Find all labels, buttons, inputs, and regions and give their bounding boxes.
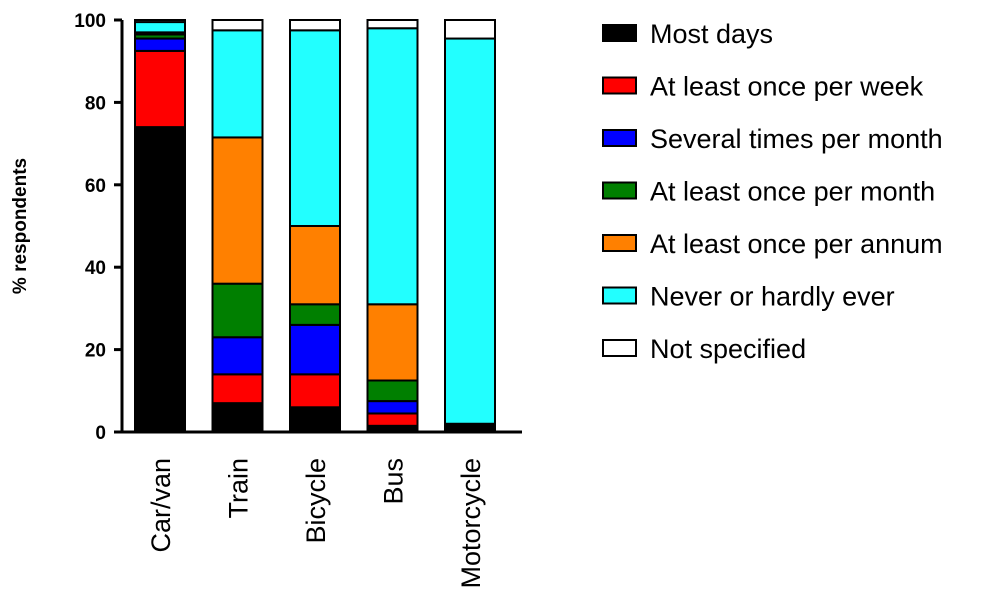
legend-swatch-never-or-hardly-ever [602,286,637,305]
bar-segment-bicycle-not-specified [289,19,341,32]
legend-label-at-least-once-per-month: At least once per month [650,177,935,207]
legend-swatch-at-least-once-per-month [602,181,637,200]
bar-segment-bicycle-several-times-per-month [289,323,341,376]
y-tick-label-0: 0 [95,423,106,444]
legend-item-not-specified: Not specified [602,334,806,364]
bar-segment-train-several-times-per-month [211,336,264,376]
legend-item-never-or-hardly-ever: Never or hardly ever [602,282,895,312]
legend-label-at-least-once-per-week: At least once per week [650,72,924,102]
bar-segment-bus-several-times-per-month [366,400,419,415]
bar-segment-bus-never-or-hardly-ever [366,27,419,306]
x-tick-label-car-van: Car/van [146,458,176,553]
legend-item-most-days: Most days [602,19,773,49]
bar-segment-bicycle-at-least-once-per-month [289,303,341,326]
bar-segment-car-van-not-specified [134,19,186,24]
legend-swatch-most-days [602,24,637,42]
bar-segment-bus-at-least-once-per-month [366,379,419,403]
bar-segment-train-not-specified [211,19,264,32]
legend-swatch-at-least-once-per-annum [602,234,637,252]
y-ticks-group: 0 20 40 60 80 100 [74,11,122,444]
y-tick-label-80: 80 [85,93,106,114]
legend-swatch-several-times-per-month [602,129,637,147]
bar-segment-train-at-least-once-per-annum [211,136,264,285]
bar-segment-car-van-never-or-hardly-ever [134,21,186,34]
legend: Most days At least once per week Several t… [602,19,943,364]
bar-segment-motorcycle-never-or-hardly-ever [444,37,496,425]
bar-segment-car-van-several-times-per-month [134,37,186,52]
bar-segment-bicycle-never-or-hardly-ever [289,29,341,227]
axes-group [120,20,522,434]
legend-swatch-not-specified [602,339,637,357]
x-tick-label-motorcycle: Motorcycle [456,458,486,589]
x-labels-group: Car/van Train Bicycle Bus Motorcycle [146,458,486,589]
legend-swatch-at-least-once-per-week [602,76,637,95]
bar-segment-bicycle-at-least-once-per-week [289,373,341,409]
bar-segment-train-at-least-once-per-month [211,282,264,339]
bar-segment-train-most-days [211,402,264,434]
legend-item-several-times-per-month: Several times per month [602,124,943,154]
bar-segment-car-van-most-days [134,126,186,434]
legend-item-at-least-once-per-month: At least once per month [602,177,935,207]
bar-segment-bus-at-least-once-per-annum [366,303,419,382]
legend-label-at-least-once-per-annum: At least once per annum [650,229,943,259]
bar-segment-bus-not-specified [366,19,419,30]
y-tick-label-60: 60 [85,176,106,197]
bar-segment-train-at-least-once-per-week [211,373,264,405]
bar-segment-bicycle-at-least-once-per-annum [289,225,341,306]
bar-segment-bicycle-most-days [289,406,341,433]
bar-segment-bus-at-least-once-per-week [366,412,419,427]
y-tick-label-40: 40 [85,258,106,279]
legend-label-several-times-per-month: Several times per month [650,124,943,154]
x-tick-label-train: Train [224,458,254,519]
bar-segment-train-never-or-hardly-ever [211,29,264,139]
legend-label-not-specified: Not specified [650,334,806,364]
legend-item-at-least-once-per-annum: At least once per annum [602,229,943,259]
legend-label-never-or-hardly-ever: Never or hardly ever [650,282,895,312]
y-tick-label-100: 100 [74,11,106,32]
bar-segment-car-van-at-least-once-per-week [134,49,186,129]
legend-item-at-least-once-per-week: At least once per week [602,72,924,102]
x-tick-label-bus: Bus [379,458,409,505]
y-tick-label-20: 20 [85,341,106,362]
legend-label-most-days: Most days [650,19,773,49]
bar-segment-motorcycle-not-specified [444,19,496,40]
bars-group [134,19,496,434]
x-tick-label-bicycle: Bicycle [301,458,331,544]
y-axis-title: % respondents [10,158,31,294]
